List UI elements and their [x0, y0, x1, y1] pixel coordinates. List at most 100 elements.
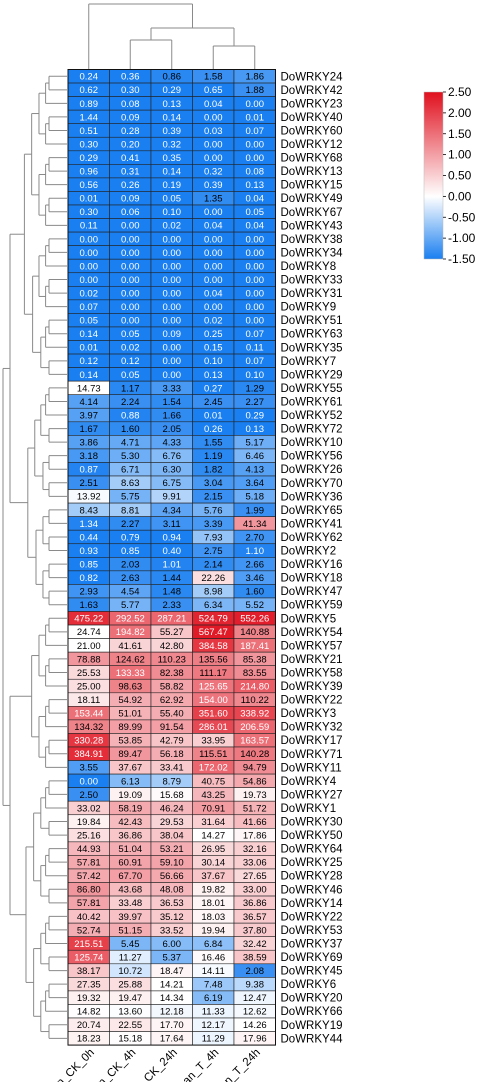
cell-value: 56.18 [160, 749, 184, 760]
cell-value: 0.05 [121, 370, 140, 381]
cell-value: 384.91 [74, 749, 103, 760]
cell-value: 0.05 [163, 194, 182, 205]
row-label: DoWRKY71 [281, 749, 343, 761]
cell-value: 1.63 [80, 600, 99, 611]
cell-value: 33.52 [160, 925, 184, 936]
cell-value: 11.33 [202, 1007, 225, 1018]
cell-value: 163.57 [240, 736, 269, 747]
cell-value: 52.74 [77, 925, 101, 936]
cell-value: 56.66 [160, 871, 184, 882]
cell-value: 67.70 [118, 871, 142, 882]
row-label: DoWRKY63 [281, 329, 343, 341]
cell-value: 3.97 [80, 410, 99, 421]
row-label: DoWRKY47 [281, 586, 343, 598]
row-label: DoWRKY5 [281, 613, 337, 625]
cell-value: 58.19 [118, 803, 142, 814]
cell-value: 0.02 [204, 316, 223, 327]
cell-value: 62.92 [160, 695, 184, 706]
cell-value: 0.10 [163, 207, 182, 218]
cell-value: 0.10 [246, 370, 265, 381]
cell-value: 4.14 [80, 397, 99, 408]
cell-value: 3.04 [204, 478, 223, 489]
row-label: DoWRKY70 [281, 478, 343, 490]
cell-value: 0.65 [204, 85, 223, 96]
cell-value: 13.92 [77, 492, 101, 503]
cell-value: 4.33 [163, 438, 182, 449]
heatmap-cells: 0.24 0.36 0.86 1.58 1.86 0.62 0.30 0.29 0.65 1.88… [67, 69, 276, 1046]
cell-value: 4.13 [246, 465, 265, 476]
row-label: DoWRKY2 [281, 546, 337, 558]
cell-value: 0.00 [204, 302, 223, 313]
cell-value: 25.16 [77, 830, 101, 841]
cell-value: 2.27 [121, 519, 140, 530]
row-label: DoWRKY32 [281, 722, 343, 734]
cell-value: 1.60 [121, 424, 140, 435]
cell-value: 39.97 [118, 912, 142, 923]
cell-value: 0.89 [80, 99, 99, 110]
row-label: DoWRKY68 [281, 153, 343, 165]
cell-value: 14.26 [243, 1020, 267, 1031]
cell-value: 0.00 [246, 261, 265, 272]
cell-value: 6.34 [204, 600, 223, 611]
cell-value: 2.08 [246, 966, 265, 977]
row-label: DoWRKY11 [281, 762, 342, 774]
cell-value: 2.45 [204, 397, 223, 408]
column-dendrogram [88, 3, 256, 70]
row-label: DoWRKY25 [281, 857, 343, 869]
cell-value: 41.61 [118, 641, 142, 652]
row-label: DoWRKY10 [281, 437, 343, 449]
cell-value: 33.02 [77, 803, 101, 814]
cell-value: 42.80 [160, 641, 184, 652]
cell-value: 0.04 [246, 221, 265, 232]
cell-value: 0.13 [163, 99, 182, 110]
row-label: DoWRKY34 [281, 247, 344, 259]
cell-value: 0.39 [163, 126, 182, 137]
cell-value: 14.73 [77, 383, 101, 394]
cell-value: 125.65 [199, 681, 228, 692]
cell-value: 0.06 [121, 207, 140, 218]
cell-value: 0.00 [163, 234, 182, 245]
cell-value: 0.00 [121, 302, 140, 313]
cell-value: 37.80 [243, 925, 267, 936]
row-label: DoWRKY67 [281, 207, 343, 219]
cell-value: 0.01 [204, 410, 223, 421]
row-label: DoWRKY12 [281, 139, 343, 151]
legend-tick-label: 1.50 [448, 127, 472, 141]
cell-value: 2.27 [246, 397, 265, 408]
cell-value: 124.62 [116, 654, 145, 665]
cell-value: 7.48 [204, 980, 223, 991]
cell-value: 9.91 [163, 492, 182, 503]
cell-value: 0.05 [80, 316, 99, 327]
cell-value: 0.62 [80, 85, 99, 96]
cell-value: 0.00 [204, 261, 223, 272]
cell-value: 330.28 [74, 736, 103, 747]
cell-value: 4.71 [121, 438, 140, 449]
cell-value: 0.00 [246, 316, 265, 327]
cell-value: 154.00 [199, 695, 228, 706]
cell-value: 4.34 [163, 505, 182, 516]
cell-value: 19.82 [201, 885, 225, 896]
row-label: DoWRKY40 [281, 112, 343, 124]
cell-value: 32.42 [243, 939, 267, 950]
cell-value: 0.24 [80, 72, 99, 83]
row-label: DoWRKY44 [281, 1033, 344, 1045]
cell-value: 0.02 [80, 288, 99, 299]
cell-value: 1.60 [246, 587, 265, 598]
cell-value: 0.14 [163, 167, 182, 178]
row-label: DoWRKY72 [281, 424, 343, 436]
cell-value: 1.55 [204, 438, 223, 449]
row-label: DoWRKY23 [281, 98, 343, 110]
cell-value: 1.19 [204, 451, 223, 462]
cell-value: 0.00 [163, 316, 182, 327]
cell-value: 78.88 [77, 654, 101, 665]
cell-value: 0.02 [121, 343, 140, 354]
row-label: DoWRKY8 [281, 261, 337, 273]
cell-value: 1.86 [246, 72, 265, 83]
row-label: DoWRKY46 [281, 884, 343, 896]
row-label: DoWRKY61 [281, 396, 343, 408]
cell-value: 17.86 [243, 830, 267, 841]
cell-value: 38.17 [77, 966, 101, 977]
cell-value: 0.00 [246, 275, 265, 286]
cell-value: 6.75 [163, 478, 182, 489]
